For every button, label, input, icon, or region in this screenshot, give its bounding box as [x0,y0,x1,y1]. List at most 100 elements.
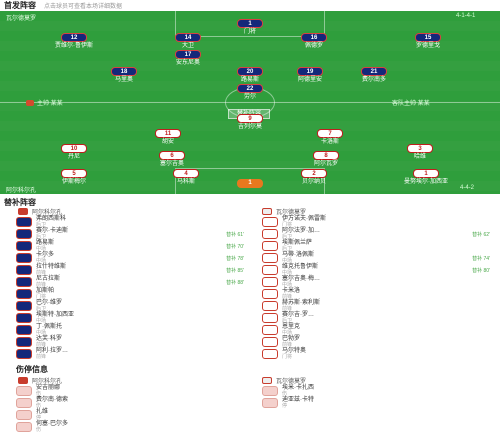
subs-away-list: 伊万诺夫·佩雷斯 门将 阿尔法罗·加… 后卫 替补 62' 埃斯佩兰萨 后卫 马蒂·洛佩斯 中场… [262,216,492,360]
player-name: 塞尔吉奥·梅… [282,276,320,282]
list-item[interactable]: 迪亚兹·卡特停 [262,397,492,409]
list-item[interactable]: 赫苏斯·索利斯 前锋 [262,300,492,312]
list-item[interactable]: 路易斯 中场 替补 70' [16,240,246,252]
list-item[interactable]: 埃斯佩兰萨 后卫 [262,240,492,252]
player-position: 前锋 [36,342,47,348]
list-item[interactable]: 卡尔多 中场 替补 78' [16,252,246,264]
list-item[interactable]: 巴尔·维罗 后卫 [16,300,246,312]
jersey-icon [16,410,32,420]
player-away-10[interactable]: 22 劳尔 [222,84,278,101]
player-info: 恩里克 中场 [282,324,300,336]
jersey-icon [262,313,278,323]
list-item[interactable]: 尼古拉斯 前锋 替补 88' [16,276,246,288]
jersey-icon: 17 [175,50,201,59]
player-home-9[interactable]: 4 马科斯 [158,169,214,186]
home-team-name: 阿尔科尔孔 [6,188,37,194]
away-team-name: 瓦尔德莫罗 [6,16,37,22]
jersey-icon [262,241,278,251]
player-name: 赛尔·卡迪斯 [36,228,68,234]
player-home-gk[interactable]: 1 [222,179,278,188]
player-away-1[interactable]: 12 贾维尔·鲁伊斯 [46,33,102,50]
player-name: 维克托鲁伊斯 [282,264,319,270]
list-item[interactable]: 弗朗西斯科 后卫 [16,216,246,228]
player-away-6[interactable]: 18 马里奥 [96,67,152,84]
section-title-lineup: 首发阵容 [4,1,36,10]
list-item[interactable]: 巴勃罗 前锋 [262,336,492,348]
player-home-10[interactable]: 2 贝尔纳贝 [286,169,342,186]
player-away-gk[interactable]: 1 门将 [222,19,278,36]
player-position: 后卫 [36,222,47,228]
injury-home-list: 安吉丽娜伤费尔南·德索伤扎维停何塞·巴尔多伤 [16,385,246,433]
list-item[interactable]: 赛尔吉·罗… 后卫 [262,312,492,324]
player-info: 伊万诺夫·佩雷斯 门将 [282,216,326,228]
player-home-1[interactable]: 9 吉列尔莫 [222,114,278,131]
player-home-7[interactable]: 3 哈维 [392,144,448,161]
list-item[interactable]: 达芙·科罗 前锋 [16,336,246,348]
list-item[interactable]: 何塞·巴尔多伤 [16,421,246,433]
player-away-4[interactable]: 15 罗德里戈 [400,33,456,50]
player-info: 扎维停 [36,409,48,421]
jersey-icon [262,217,278,227]
list-item[interactable]: 赛尔·卡迪斯 后卫 替补 61' [16,228,246,240]
player-home-11[interactable]: 1 曼努埃尔·加西亚 [398,169,454,186]
lineup-header: 首发阵容 点击球员可查看本场详细数据 [0,0,500,11]
player-name: 马蒂·洛佩斯 [282,252,314,258]
player-home-2[interactable]: 11 胡安 [140,129,196,146]
player-home-4[interactable]: 10 丹尼 [46,144,102,161]
player-info: 塞尔吉奥·梅… 中场 [282,276,320,288]
player-name: 胡安 [161,139,174,145]
list-item[interactable]: 马尔特奥 门将 [262,348,492,360]
player-info: 埃斯特·加西亚 中场 [36,312,74,324]
jersey-icon: 3 [407,144,433,153]
player-name: 费尔南多 [361,77,386,83]
jersey-icon [16,265,32,275]
injury-home-label: 阿尔科尔孔 [32,379,63,385]
player-home-3[interactable]: 7 卡洛斯 [302,129,358,146]
player-position: 伤 [36,427,42,433]
player-name: 恩里克 [282,324,301,330]
player-position: 前锋 [36,354,47,360]
player-info: 赫苏斯·索利斯 前锋 [282,300,320,312]
player-position: 中场 [282,270,293,276]
jersey-icon [16,422,32,432]
list-item[interactable]: 卡米洛 前锋 [262,288,492,300]
list-item[interactable]: 安吉丽娜伤 [16,385,246,397]
jersey-icon [262,265,278,275]
player-away-7[interactable]: 20 路易斯 [222,67,278,84]
player-name: 巴尔·维罗 [36,300,62,306]
subs-home-list: 弗朗西斯科 后卫 赛尔·卡迪斯 后卫 替补 61' 路易斯 中场 替补 70' 卡尔多 中场 替补 … [16,216,246,360]
sub-event: 替补 78' [226,255,244,262]
player-away-2[interactable]: 14 大卫 [160,33,216,50]
player-away-9[interactable]: 19 阿德里安 [282,67,338,84]
list-item[interactable]: 马蒂·洛佩斯 中场 替补 74' [262,252,492,264]
jersey-icon [262,398,278,408]
jersey-icon: 20 [237,67,263,76]
list-item[interactable]: 拉什特维斯 前锋 替补 85' [16,264,246,276]
list-item[interactable]: 阿尔法罗·加… 后卫 替补 62' [262,228,492,240]
player-position: 停 [282,403,288,409]
list-item[interactable]: 埃斯特·加西亚 中场 [16,312,246,324]
list-item[interactable]: 费尔南·德索伤 [16,397,246,409]
player-away-5[interactable]: 17 安东尼奥 [160,50,216,67]
list-item[interactable]: 丁·佩斯托 中场 [16,324,246,336]
player-home-8[interactable]: 5 伊斯梅尔 [46,169,102,186]
player-home-6[interactable]: 8 阿尔瓦罗 [298,151,354,168]
list-item[interactable]: 埃米·卡扎西伤 [262,385,492,397]
player-position: 伤 [36,403,42,409]
list-item[interactable]: 伊万诺夫·佩雷斯 门将 [262,216,492,228]
player-home-5[interactable]: 6 塞尔吉奥 [144,151,200,168]
player-name: 卡米洛 [282,288,301,294]
away-team-icon [262,208,272,215]
list-item[interactable]: 扎维停 [16,409,246,421]
list-item[interactable]: 阿利·拉罗… 前锋 [16,348,246,360]
list-item[interactable]: 维克托鲁伊斯 中场 替补 80' [262,264,492,276]
player-name: 阿尔法罗·加… [282,228,320,234]
player-away-8[interactable]: 21 费尔南多 [346,67,402,84]
jersey-icon: 11 [155,129,181,138]
player-position: 后卫 [282,234,293,240]
player-name: 迪亚兹·卡特 [282,397,314,403]
player-away-3[interactable]: 16 佩德罗 [286,33,342,50]
list-item[interactable]: 塞尔吉奥·梅… 中场 [262,276,492,288]
list-item[interactable]: 恩里克 中场 [262,324,492,336]
list-item[interactable]: 加斯帕 门将 [16,288,246,300]
